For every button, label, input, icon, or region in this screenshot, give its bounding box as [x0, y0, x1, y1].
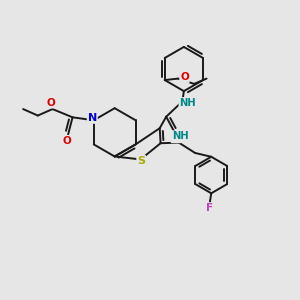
- Text: F: F: [206, 203, 213, 213]
- Text: S: S: [137, 156, 145, 166]
- Text: NH: NH: [172, 131, 189, 141]
- Text: O: O: [172, 132, 180, 142]
- Text: O: O: [62, 136, 71, 146]
- Text: NH: NH: [179, 98, 196, 108]
- Text: O: O: [180, 72, 189, 82]
- Text: N: N: [88, 113, 97, 123]
- Text: O: O: [47, 98, 56, 108]
